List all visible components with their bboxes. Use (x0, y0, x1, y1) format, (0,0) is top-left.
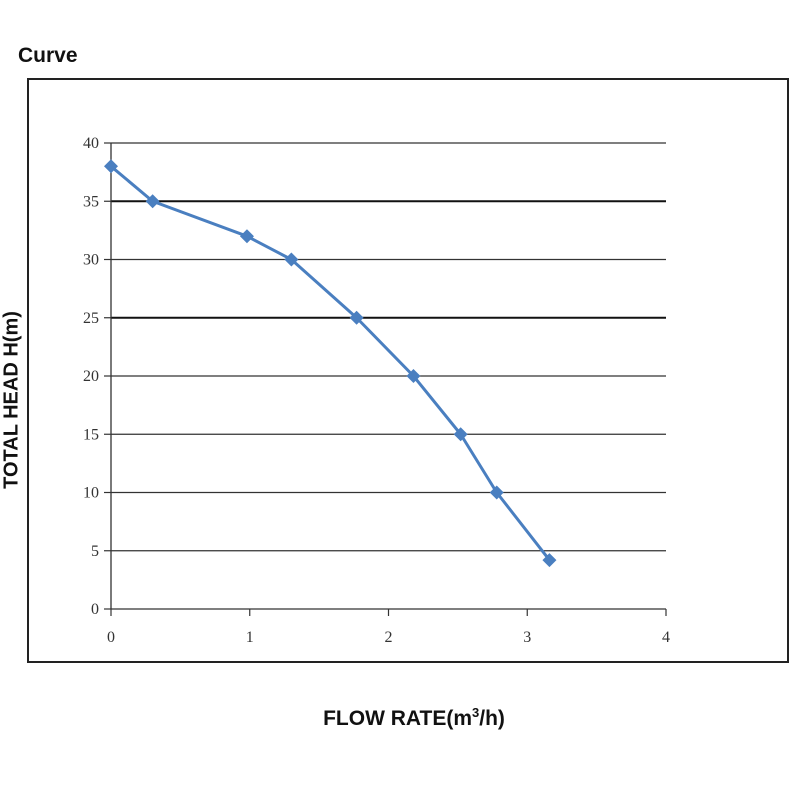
y-tick-label: 25 (83, 310, 99, 327)
data-point-marker (489, 485, 504, 500)
y-tick-label: 35 (83, 193, 99, 210)
data-point-marker (542, 553, 557, 568)
chart-title: Curve (18, 44, 78, 67)
y-tick-label: 20 (83, 368, 99, 385)
chart-frame (27, 78, 789, 663)
x-tick-label: 3 (523, 629, 531, 646)
x-tick-label: 2 (385, 629, 393, 646)
grid-lines (111, 142, 666, 552)
data-point-marker (104, 159, 118, 174)
x-axis-label: FLOW RATE(m3/h) (323, 705, 505, 730)
data-point-marker (453, 427, 468, 442)
y-tick-label: 10 (83, 485, 99, 502)
x-tick-label: 4 (662, 629, 670, 646)
y-tick-label: 30 (83, 252, 99, 269)
series-line (110, 165, 551, 561)
data-point-marker (284, 252, 299, 267)
y-tick-label: 40 (83, 135, 99, 152)
data-series (104, 159, 557, 568)
data-point-marker (145, 194, 160, 209)
data-point-marker (239, 229, 254, 244)
x-tick-label: 1 (246, 629, 254, 646)
tick-labels: 0 5 10 15 20 25 30 35 40 0 1 2 3 4 (83, 135, 670, 646)
data-point-marker (406, 369, 421, 383)
y-tick-label: 0 (91, 601, 99, 618)
y-tick-label: 5 (91, 543, 99, 560)
axes (104, 142, 667, 616)
y-tick-label: 15 (83, 426, 99, 443)
x-tick-label: 0 (107, 629, 115, 646)
data-point-marker (349, 310, 364, 325)
